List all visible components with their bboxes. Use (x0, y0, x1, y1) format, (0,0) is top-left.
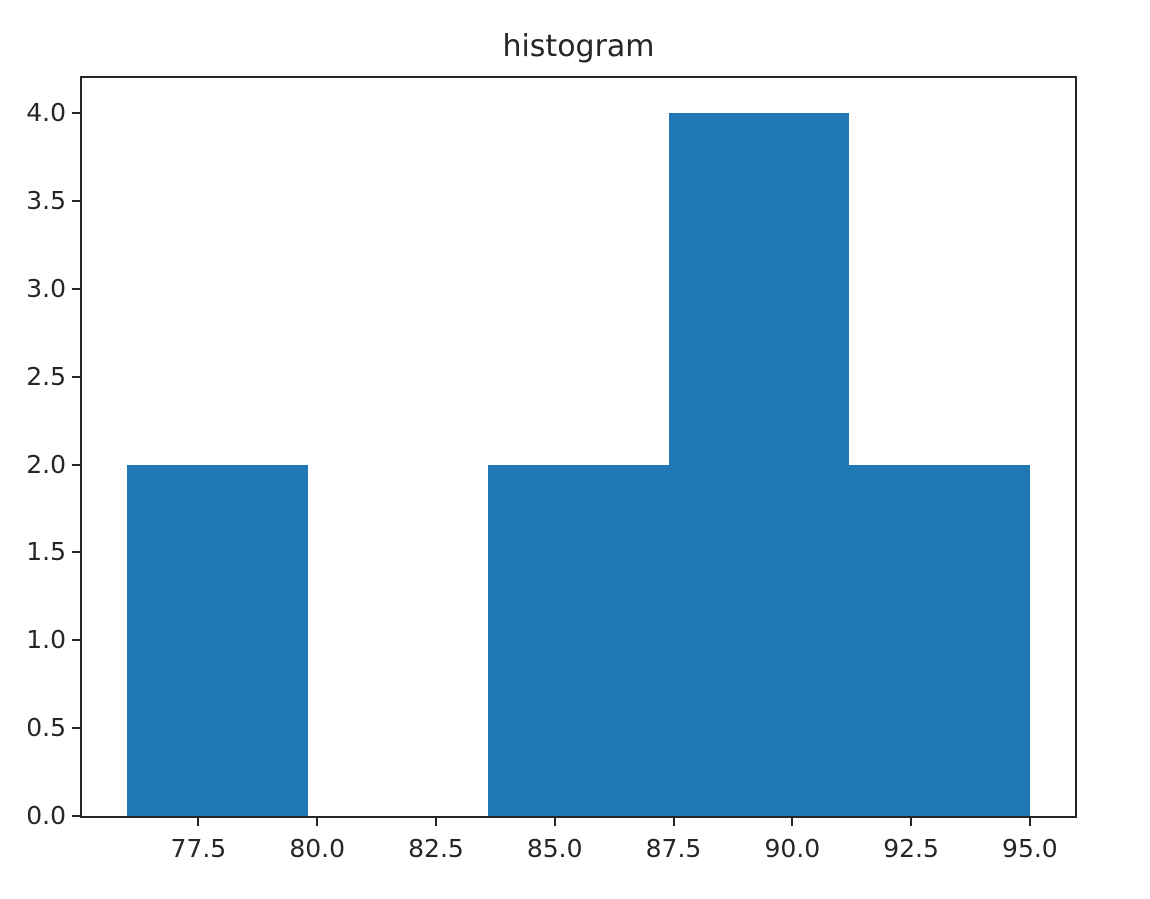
y-tick-mark (72, 815, 80, 817)
histogram-bar (849, 464, 1030, 816)
x-tick-label: 85.0 (526, 834, 583, 863)
x-tick-label: 87.5 (645, 834, 702, 863)
y-tick-label: 2.0 (26, 449, 66, 479)
x-tick-label: 82.5 (408, 834, 464, 863)
x-tick-label: 90.0 (764, 834, 821, 863)
x-tick-mark (791, 818, 794, 826)
x-tick-mark (910, 818, 913, 826)
y-tick-mark (72, 112, 80, 115)
y-tick-mark (72, 463, 80, 466)
x-tick-mark (197, 818, 200, 826)
y-tick-mark (72, 287, 80, 290)
y-tick-mark (72, 727, 80, 730)
x-tick-label: 92.5 (883, 834, 939, 863)
y-tick-label: 1.5 (26, 537, 66, 567)
y-tick-label: 3.0 (26, 273, 66, 303)
x-tick-mark (435, 818, 437, 826)
histogram-bar (488, 464, 669, 816)
chart-title: histogram (502, 29, 655, 64)
x-tick-mark (553, 818, 556, 826)
x-tick-label: 80.0 (289, 834, 346, 863)
y-tick-mark (72, 375, 80, 378)
y-tick-label: 0.5 (26, 713, 66, 743)
x-tick-label: 95.0 (1002, 834, 1058, 863)
y-tick-label: 1.0 (26, 625, 66, 655)
histogram-bar (668, 113, 850, 816)
y-tick-label: 2.5 (26, 361, 66, 391)
x-tick-mark (316, 818, 319, 826)
y-tick-label: 3.5 (26, 186, 66, 215)
plot-area (80, 76, 1077, 818)
y-tick-mark (72, 551, 80, 554)
y-tick-mark (72, 200, 80, 202)
x-tick-mark (1028, 818, 1031, 826)
histogram-bar (127, 464, 308, 816)
y-tick-mark (72, 639, 80, 642)
x-tick-label: 77.5 (170, 834, 227, 863)
y-tick-label: 4.0 (26, 98, 66, 128)
y-tick-label: 0.0 (26, 801, 66, 830)
x-tick-mark (672, 818, 675, 826)
